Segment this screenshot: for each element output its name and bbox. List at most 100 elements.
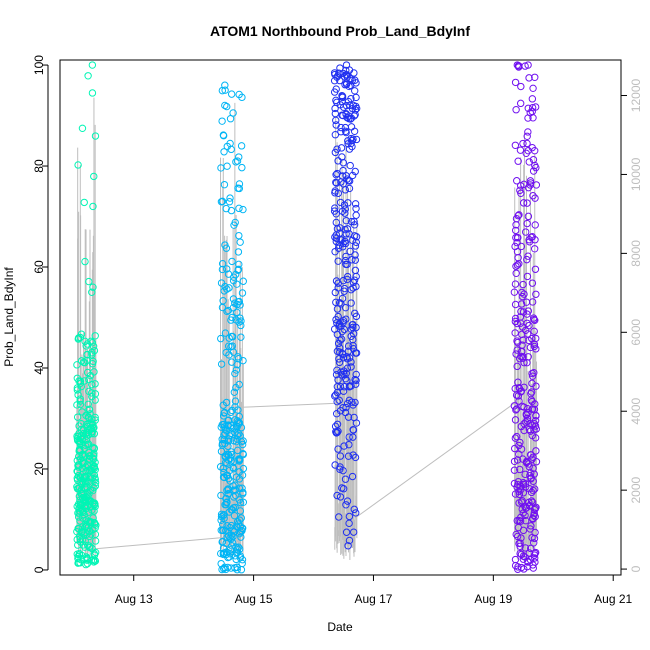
y-tick-label: 40 xyxy=(32,361,46,375)
data-point xyxy=(331,189,339,197)
data-point xyxy=(339,316,348,325)
data-point xyxy=(85,277,93,286)
data-point xyxy=(350,217,358,226)
data-point xyxy=(87,389,96,397)
data-point xyxy=(227,521,236,530)
data-point xyxy=(529,464,537,472)
data-point xyxy=(342,128,350,137)
data-point xyxy=(88,351,96,359)
data-point xyxy=(222,565,230,574)
gray-connector xyxy=(355,402,515,519)
data-point xyxy=(349,284,357,292)
data-point xyxy=(528,233,536,241)
data-point xyxy=(351,453,360,462)
data-point xyxy=(223,471,232,480)
data-point xyxy=(74,161,82,169)
data-point xyxy=(344,342,353,350)
data-point xyxy=(512,269,520,277)
data-point xyxy=(345,184,354,193)
data-point xyxy=(225,342,233,350)
data-point xyxy=(334,157,342,165)
points-layer xyxy=(73,61,541,574)
data-point xyxy=(339,111,347,120)
data-point xyxy=(345,66,354,74)
data-point xyxy=(333,398,341,406)
data-point xyxy=(236,528,245,536)
data-point xyxy=(336,336,344,344)
data-point xyxy=(511,416,520,424)
data-point xyxy=(85,518,94,526)
data-point xyxy=(236,552,245,560)
data-point xyxy=(342,230,350,238)
data-point xyxy=(91,556,99,564)
data-point xyxy=(219,412,228,420)
data-point xyxy=(74,500,83,508)
data-point xyxy=(345,354,354,362)
data-point xyxy=(73,361,81,369)
data-point xyxy=(77,420,85,428)
data-point xyxy=(347,363,355,371)
data-point xyxy=(335,513,343,521)
data-point xyxy=(220,436,228,444)
data-point xyxy=(525,485,534,493)
data-point xyxy=(351,76,359,84)
data-point xyxy=(528,95,537,103)
data-point xyxy=(336,452,345,460)
data-point xyxy=(347,123,356,131)
data-point xyxy=(340,442,348,450)
data-point xyxy=(235,529,244,538)
data-point xyxy=(513,238,521,247)
data-point xyxy=(351,349,360,357)
data-point xyxy=(218,197,227,206)
data-point xyxy=(515,63,523,71)
data-point xyxy=(526,451,535,459)
data-point xyxy=(341,186,350,194)
data-point xyxy=(525,498,533,507)
data-point xyxy=(341,209,349,217)
data-point xyxy=(85,542,94,550)
data-point xyxy=(77,357,86,365)
data-point xyxy=(224,442,232,450)
data-point xyxy=(350,232,359,240)
data-point xyxy=(219,132,228,140)
data-point xyxy=(521,544,530,552)
data-point xyxy=(343,272,352,281)
data-point xyxy=(344,137,352,145)
data-point xyxy=(221,81,229,89)
data-point xyxy=(510,288,519,296)
series-points xyxy=(330,61,361,550)
data-point xyxy=(218,117,226,125)
data-point xyxy=(239,277,247,285)
data-point xyxy=(511,300,520,309)
data-point xyxy=(350,127,359,136)
data-point xyxy=(343,275,351,284)
data-point xyxy=(342,172,350,180)
data-point xyxy=(513,362,521,371)
data-point xyxy=(341,123,350,132)
data-point xyxy=(227,90,236,98)
data-point xyxy=(514,234,522,242)
data-point xyxy=(331,461,339,469)
data-point xyxy=(237,438,246,446)
data-point xyxy=(529,515,537,523)
data-point xyxy=(333,169,341,178)
data-point xyxy=(221,329,230,337)
data-point xyxy=(519,489,528,497)
data-point xyxy=(519,280,527,289)
data-point xyxy=(531,221,539,229)
data-point xyxy=(217,164,225,172)
data-point xyxy=(525,158,533,166)
data-point xyxy=(229,295,238,303)
data-point xyxy=(332,298,340,307)
data-point xyxy=(77,489,85,498)
data-point xyxy=(334,244,343,252)
data-point xyxy=(514,523,523,532)
data-point xyxy=(531,103,540,111)
data-point xyxy=(75,445,84,453)
data-point xyxy=(227,316,235,324)
data-point xyxy=(526,525,534,533)
data-point xyxy=(84,502,92,510)
data-point xyxy=(530,315,538,324)
data-point xyxy=(75,429,83,438)
data-point xyxy=(218,538,226,546)
